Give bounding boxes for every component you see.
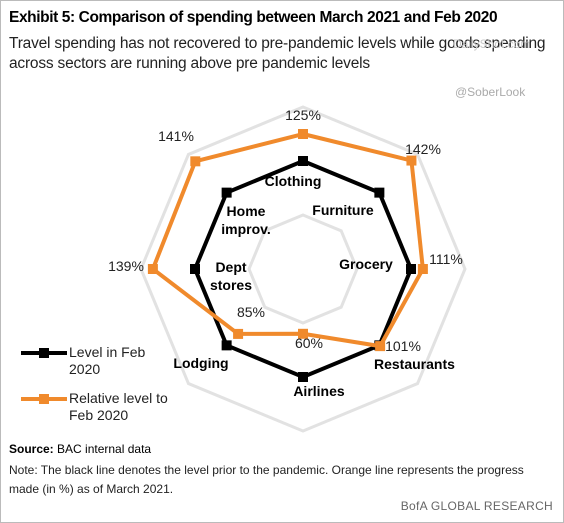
watermark: @SoberLook	[455, 85, 526, 99]
legend-swatch	[39, 394, 49, 404]
marker	[406, 264, 416, 274]
data-label: 85%	[236, 304, 266, 320]
category-label: Airlines	[293, 383, 345, 399]
marker	[298, 129, 308, 139]
category-label: Furniture	[312, 202, 374, 218]
note: Note: The black line denotes the level p…	[9, 463, 524, 496]
data-label: 60%	[294, 335, 324, 351]
marker	[190, 264, 200, 274]
marker	[190, 156, 201, 167]
grid-ring	[247, 213, 359, 325]
category-label: Restaurants	[374, 356, 455, 372]
grid-ring	[139, 105, 467, 433]
data-label: 125%	[285, 107, 321, 123]
marker	[221, 187, 232, 198]
category-label: Clothing	[264, 173, 322, 189]
marker	[298, 372, 308, 382]
marker	[406, 155, 417, 166]
marker	[417, 264, 428, 274]
data-label: 142%	[405, 141, 441, 157]
marker	[375, 341, 386, 352]
category-label: Lodging	[173, 355, 229, 371]
subtitle: Travel spending has not recovered to pre…	[9, 35, 546, 72]
marker	[374, 187, 385, 198]
marker	[298, 156, 308, 166]
source-label: Source:	[9, 442, 54, 456]
data-label: 139%	[108, 258, 144, 274]
data-label: 111%	[429, 251, 463, 267]
category-label: Grocery	[339, 256, 393, 272]
category-label: Dept stores	[209, 259, 253, 293]
marker	[221, 340, 232, 351]
legend-swatch	[39, 348, 49, 358]
title: Exhibit 5: Comparison of spending betwee…	[9, 9, 498, 26]
data-label: 141%	[158, 128, 194, 144]
data-label: 101%	[385, 338, 421, 354]
watermark: DailyShot.com	[453, 37, 531, 51]
marker	[233, 328, 244, 339]
marker	[298, 328, 308, 339]
legend-label: Level in Feb 2020	[69, 344, 146, 377]
marker	[147, 264, 158, 274]
source-text: BAC internal data	[57, 442, 152, 456]
legend-label: Relative level to Feb 2020	[69, 390, 168, 423]
category-label: Home improv.	[221, 203, 271, 237]
source: Source: BAC internal data	[9, 442, 151, 456]
brand: BofA GLOBAL RESEARCH	[400, 499, 553, 513]
